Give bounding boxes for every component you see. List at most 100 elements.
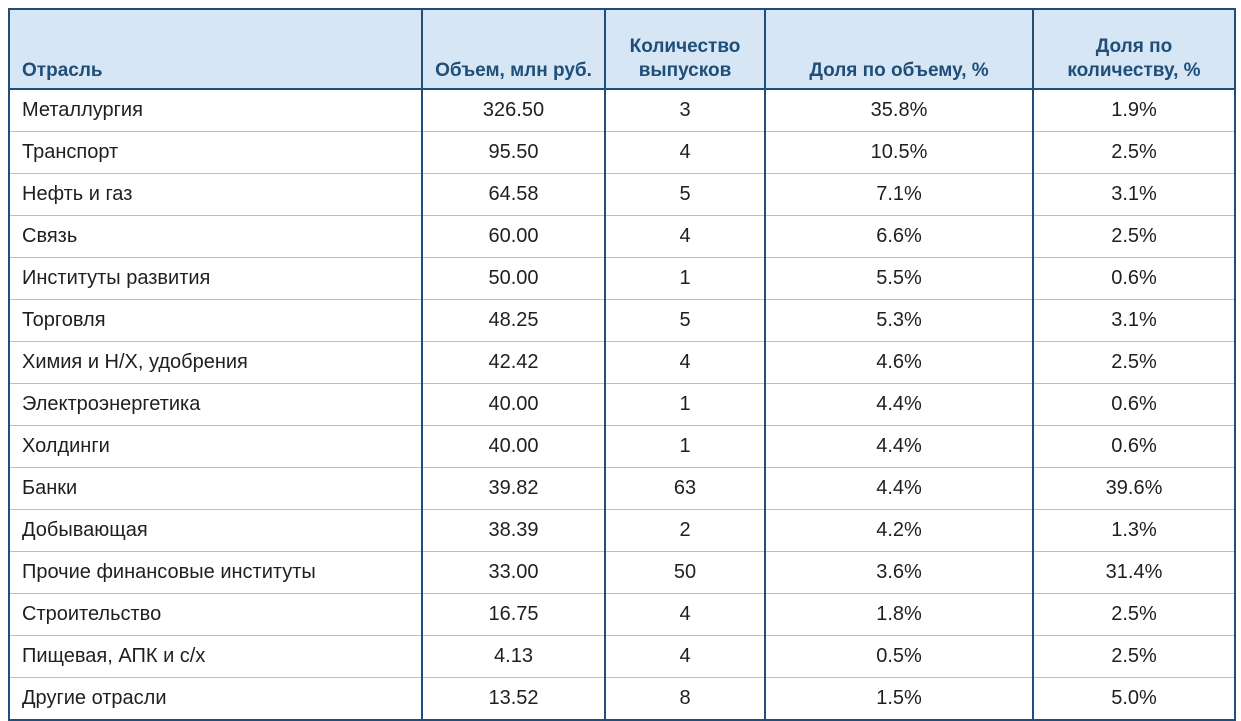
cell-issue-count: 1 — [604, 257, 766, 300]
cell-count-share: 31.4% — [1032, 551, 1236, 594]
cell-volume: 64.58 — [421, 173, 606, 216]
cell-volume-share: 4.2% — [764, 509, 1034, 552]
cell-volume: 48.25 — [421, 299, 606, 342]
cell-volume: 4.13 — [421, 635, 606, 678]
cell-volume: 95.50 — [421, 131, 606, 174]
cell-count-share: 2.5% — [1032, 593, 1236, 636]
cell-issue-count: 63 — [604, 467, 766, 510]
cell-volume: 40.00 — [421, 383, 606, 426]
cell-count-share: 2.5% — [1032, 341, 1236, 384]
cell-count-share: 1.3% — [1032, 509, 1236, 552]
industry-table: Отрасль Объем, млн руб. Количество выпус… — [8, 8, 1236, 721]
cell-volume: 60.00 — [421, 215, 606, 258]
table-header: Отрасль Объем, млн руб. Количество выпус… — [8, 8, 1236, 90]
cell-volume-share: 4.4% — [764, 383, 1034, 426]
table-row: Нефть и газ 64.58 5 7.1% 3.1% — [8, 173, 1236, 216]
cell-industry: Банки — [8, 467, 423, 510]
cell-volume: 38.39 — [421, 509, 606, 552]
header-issue-count: Количество выпусков — [604, 8, 766, 90]
cell-count-share: 39.6% — [1032, 467, 1236, 510]
cell-issue-count: 1 — [604, 425, 766, 468]
header-row: Отрасль Объем, млн руб. Количество выпус… — [8, 8, 1236, 90]
cell-volume-share: 4.4% — [764, 467, 1034, 510]
cell-issue-count: 3 — [604, 89, 766, 132]
cell-count-share: 0.6% — [1032, 257, 1236, 300]
cell-count-share: 3.1% — [1032, 173, 1236, 216]
cell-volume-share: 10.5% — [764, 131, 1034, 174]
cell-industry: Химия и Н/Х, удобрения — [8, 341, 423, 384]
table-row: Прочие финансовые институты 33.00 50 3.6% 31… — [8, 551, 1236, 594]
cell-volume: 326.50 — [421, 89, 606, 132]
cell-industry: Пищевая, АПК и с/х — [8, 635, 423, 678]
cell-industry: Прочие финансовые институты — [8, 551, 423, 594]
cell-volume-share: 5.5% — [764, 257, 1034, 300]
cell-industry: Другие отрасли — [8, 677, 423, 721]
cell-issue-count: 2 — [604, 509, 766, 552]
cell-volume-share: 3.6% — [764, 551, 1034, 594]
cell-volume: 50.00 — [421, 257, 606, 300]
cell-volume: 13.52 — [421, 677, 606, 721]
cell-count-share: 5.0% — [1032, 677, 1236, 721]
cell-issue-count: 4 — [604, 215, 766, 258]
cell-count-share: 0.6% — [1032, 383, 1236, 426]
table-body: Металлургия 326.50 3 35.8% 1.9% Транспорт 95.5… — [8, 89, 1236, 721]
cell-issue-count: 5 — [604, 173, 766, 216]
cell-volume-share: 1.8% — [764, 593, 1034, 636]
industry-table-container: Отрасль Объем, млн руб. Количество выпус… — [8, 8, 1236, 721]
cell-issue-count: 4 — [604, 341, 766, 384]
table-row: Электроэнергетика 40.00 1 4.4% 0.6% — [8, 383, 1236, 426]
cell-industry: Добывающая — [8, 509, 423, 552]
cell-industry: Нефть и газ — [8, 173, 423, 216]
cell-industry: Транспорт — [8, 131, 423, 174]
cell-count-share: 2.5% — [1032, 131, 1236, 174]
cell-industry: Строительство — [8, 593, 423, 636]
cell-volume: 39.82 — [421, 467, 606, 510]
cell-issue-count: 8 — [604, 677, 766, 721]
header-count-share: Доля по количеству, % — [1032, 8, 1236, 90]
cell-industry: Металлургия — [8, 89, 423, 132]
header-volume-share: Доля по объему, % — [764, 8, 1034, 90]
cell-volume-share: 5.3% — [764, 299, 1034, 342]
table-row: Добывающая 38.39 2 4.2% 1.3% — [8, 509, 1236, 552]
cell-volume: 16.75 — [421, 593, 606, 636]
cell-industry: Торговля — [8, 299, 423, 342]
table-row: Металлургия 326.50 3 35.8% 1.9% — [8, 89, 1236, 132]
cell-industry: Электроэнергетика — [8, 383, 423, 426]
cell-volume-share: 7.1% — [764, 173, 1034, 216]
cell-industry: Институты развития — [8, 257, 423, 300]
cell-issue-count: 4 — [604, 593, 766, 636]
cell-volume-share: 4.4% — [764, 425, 1034, 468]
header-volume: Объем, млн руб. — [421, 8, 606, 90]
cell-issue-count: 1 — [604, 383, 766, 426]
table-row: Химия и Н/Х, удобрения 42.42 4 4.6% 2.5% — [8, 341, 1236, 384]
cell-count-share: 0.6% — [1032, 425, 1236, 468]
cell-count-share: 2.5% — [1032, 635, 1236, 678]
cell-volume-share: 35.8% — [764, 89, 1034, 132]
cell-volume: 40.00 — [421, 425, 606, 468]
table-row: Холдинги 40.00 1 4.4% 0.6% — [8, 425, 1236, 468]
table-row: Другие отрасли 13.52 8 1.5% 5.0% — [8, 677, 1236, 721]
table-row: Торговля 48.25 5 5.3% 3.1% — [8, 299, 1236, 342]
cell-industry: Связь — [8, 215, 423, 258]
cell-volume-share: 0.5% — [764, 635, 1034, 678]
cell-volume-share: 4.6% — [764, 341, 1034, 384]
cell-volume-share: 1.5% — [764, 677, 1034, 721]
table-row: Банки 39.82 63 4.4% 39.6% — [8, 467, 1236, 510]
cell-issue-count: 50 — [604, 551, 766, 594]
table-row: Транспорт 95.50 4 10.5% 2.5% — [8, 131, 1236, 174]
table-row: Институты развития 50.00 1 5.5% 0.6% — [8, 257, 1236, 300]
cell-count-share: 1.9% — [1032, 89, 1236, 132]
table-row: Пищевая, АПК и с/х 4.13 4 0.5% 2.5% — [8, 635, 1236, 678]
table-row: Связь 60.00 4 6.6% 2.5% — [8, 215, 1236, 258]
cell-volume-share: 6.6% — [764, 215, 1034, 258]
cell-count-share: 3.1% — [1032, 299, 1236, 342]
table-row: Строительство 16.75 4 1.8% 2.5% — [8, 593, 1236, 636]
cell-issue-count: 4 — [604, 635, 766, 678]
cell-issue-count: 4 — [604, 131, 766, 174]
cell-count-share: 2.5% — [1032, 215, 1236, 258]
cell-issue-count: 5 — [604, 299, 766, 342]
cell-volume: 42.42 — [421, 341, 606, 384]
cell-volume: 33.00 — [421, 551, 606, 594]
cell-industry: Холдинги — [8, 425, 423, 468]
header-industry: Отрасль — [8, 8, 423, 90]
